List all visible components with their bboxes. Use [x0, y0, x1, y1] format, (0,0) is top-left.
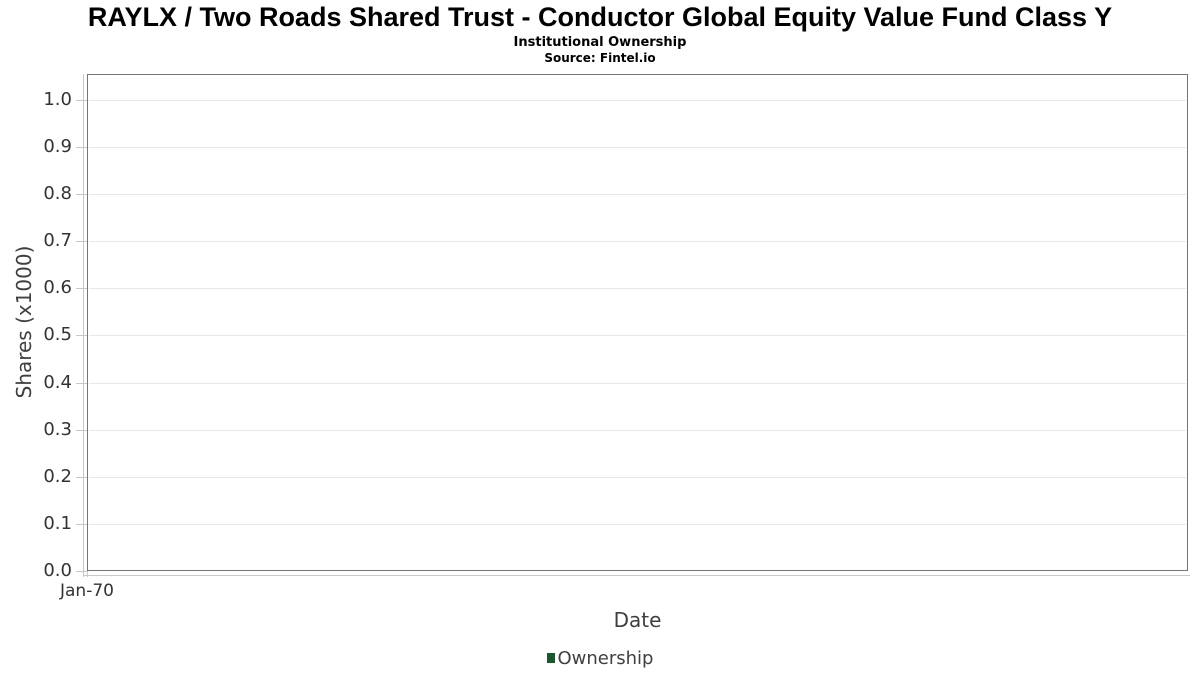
- y-tick-label: 0.6: [43, 277, 72, 298]
- y-tick-mark: [76, 100, 87, 101]
- gridline: [89, 524, 1186, 525]
- y-tick-mark: [76, 288, 87, 289]
- y-tick-label: 1.0: [43, 89, 72, 110]
- y-tick-mark: [76, 477, 87, 478]
- gridline: [89, 335, 1186, 336]
- gridline: [89, 100, 1186, 101]
- y-tick-label: 0.5: [43, 324, 72, 345]
- y-tick-label: 0.9: [43, 136, 72, 157]
- y-tick-mark: [76, 147, 87, 148]
- x-axis-line: [83, 575, 1190, 576]
- y-tick-label: 0.8: [43, 183, 72, 204]
- y-tick-mark: [76, 383, 87, 384]
- chart-title: RAYLX / Two Roads Shared Trust - Conduct…: [87, 2, 1113, 32]
- y-tick-label: 0.4: [43, 372, 72, 393]
- gridline: [89, 288, 1186, 289]
- y-tick-label: 0.2: [43, 466, 72, 487]
- y-tick-label: 0.1: [43, 513, 72, 534]
- gridline: [89, 194, 1186, 195]
- legend: Ownership: [0, 645, 1200, 671]
- y-tick-label: 0.7: [43, 230, 72, 251]
- y-tick-mark: [76, 241, 87, 242]
- chart-source: Source: Fintel.io: [544, 51, 656, 65]
- x-axis-title: Date: [613, 608, 662, 632]
- y-tick-label: 0.0: [43, 560, 72, 581]
- gridline: [89, 147, 1186, 148]
- y-tick-mark: [76, 430, 87, 431]
- legend-marker-ownership-icon: [546, 653, 555, 663]
- legend-label-ownership: Ownership: [557, 647, 654, 669]
- y-tick-mark: [76, 194, 87, 195]
- plot-area: [87, 74, 1188, 571]
- gridline: [89, 477, 1186, 478]
- x-tick-label: Jan-70: [60, 581, 114, 601]
- y-tick-mark: [76, 524, 87, 525]
- y-tick-label: 0.3: [43, 419, 72, 440]
- chart-subtitle: Institutional Ownership: [513, 35, 687, 50]
- y-axis-line: [83, 74, 84, 577]
- y-tick-mark: [76, 571, 87, 572]
- gridline: [89, 241, 1186, 242]
- gridline: [89, 383, 1186, 384]
- y-tick-mark: [76, 335, 87, 336]
- gridline: [89, 430, 1186, 431]
- x-tick-mark: [87, 571, 88, 577]
